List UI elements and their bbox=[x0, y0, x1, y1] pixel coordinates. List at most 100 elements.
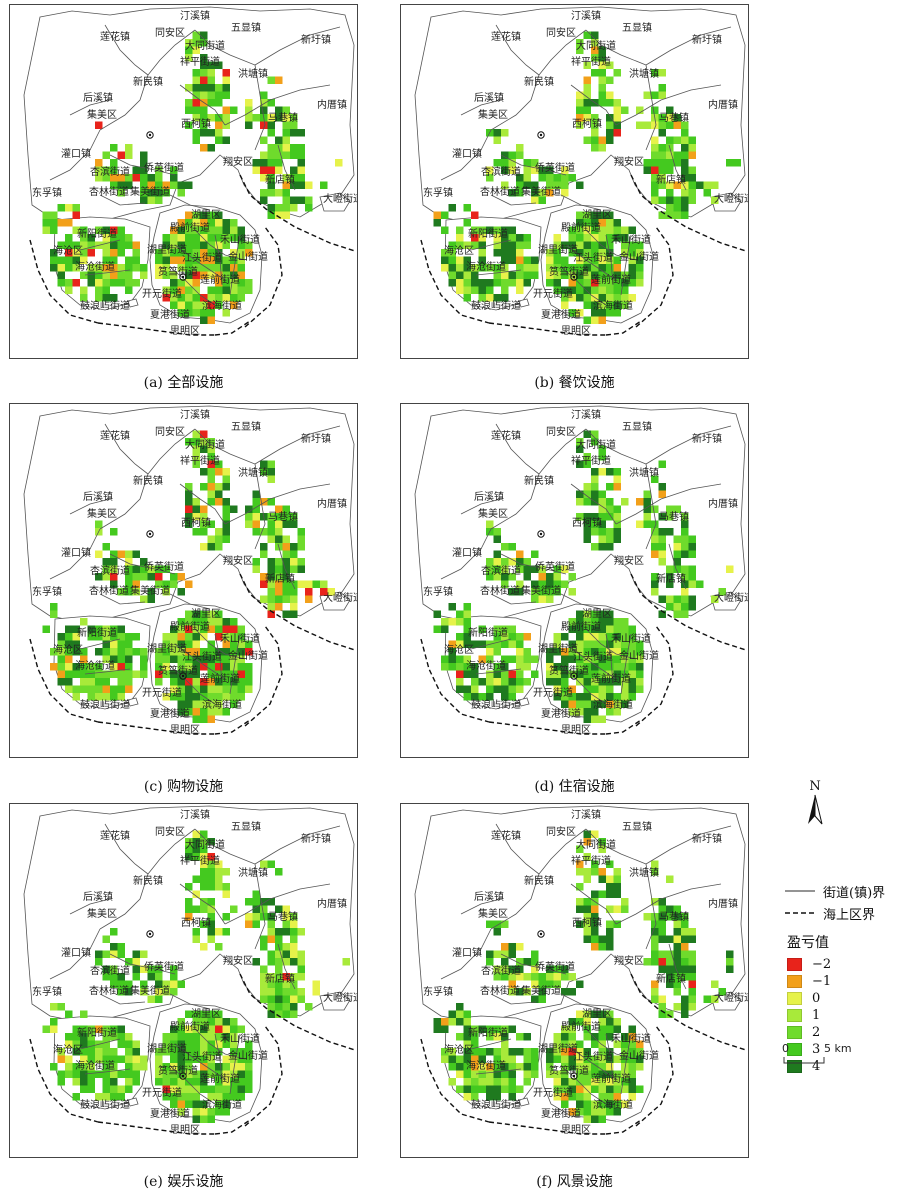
grid-cell bbox=[561, 973, 569, 981]
grid-cell bbox=[508, 1055, 516, 1063]
street-boundary-line bbox=[104, 823, 149, 875]
place-label: 内厝镇 bbox=[708, 897, 738, 910]
grid-cell bbox=[215, 868, 223, 876]
grid-cell bbox=[222, 468, 230, 476]
street-boundary-line bbox=[174, 1043, 226, 1080]
grid-cell bbox=[290, 603, 298, 611]
street-boundary-line bbox=[470, 239, 512, 251]
grid-cell bbox=[230, 1018, 238, 1026]
land-gulangyu bbox=[518, 697, 530, 707]
grid-cell bbox=[177, 655, 185, 663]
grid-cell bbox=[237, 678, 245, 686]
grid-cell bbox=[643, 913, 651, 921]
grid-cell bbox=[80, 1070, 88, 1078]
grid-cell bbox=[598, 1018, 606, 1026]
grid-cell bbox=[252, 166, 260, 174]
grid-cell bbox=[681, 935, 689, 943]
grid-cell bbox=[275, 1010, 283, 1018]
grid-cell bbox=[65, 1033, 73, 1041]
grid-cell bbox=[192, 513, 200, 521]
place-label: 夏港街道 bbox=[150, 707, 190, 720]
grid-cell bbox=[583, 286, 591, 294]
grid-cell bbox=[110, 1070, 118, 1078]
grid-cell bbox=[297, 543, 305, 551]
grid-cell bbox=[230, 106, 238, 114]
grid-cell bbox=[192, 430, 200, 438]
grid-cell bbox=[658, 129, 666, 137]
grid-cell bbox=[57, 663, 65, 671]
grid-cell bbox=[441, 625, 449, 633]
grid-cell bbox=[673, 610, 681, 618]
grid-cell bbox=[200, 69, 208, 77]
grid-cell bbox=[320, 181, 328, 189]
grid-cell bbox=[267, 935, 275, 943]
grid-cell bbox=[508, 1025, 516, 1033]
grid-cell bbox=[177, 294, 185, 302]
grid-cell bbox=[132, 965, 140, 973]
grid-cell bbox=[57, 633, 65, 641]
grid-cell bbox=[658, 151, 666, 159]
grid-cell bbox=[245, 678, 253, 686]
grid-cell bbox=[260, 528, 268, 536]
grid-cell bbox=[591, 234, 599, 242]
grid-cell bbox=[538, 196, 546, 204]
grid-cell bbox=[463, 618, 471, 626]
grid-cell bbox=[636, 648, 644, 656]
grid-cell bbox=[72, 1033, 80, 1041]
grid-cell bbox=[117, 980, 125, 988]
grid-cell bbox=[501, 241, 509, 249]
grid-cell bbox=[267, 520, 275, 528]
place-label: 筼筜街道 bbox=[549, 664, 589, 677]
grid-cell bbox=[185, 1093, 193, 1101]
grid-cell bbox=[628, 1085, 636, 1093]
grid-cell bbox=[666, 965, 674, 973]
grid-cell bbox=[177, 588, 185, 596]
grid-cell bbox=[207, 1010, 215, 1018]
grid-cell bbox=[87, 685, 95, 693]
grid-cell bbox=[576, 663, 584, 671]
district-center-dot bbox=[539, 932, 543, 936]
grid-cell bbox=[275, 603, 283, 611]
grid-cell bbox=[486, 958, 494, 966]
grid-cell bbox=[290, 580, 298, 588]
grid-cell bbox=[185, 1100, 193, 1108]
grid-cell bbox=[561, 241, 569, 249]
grid-cell bbox=[568, 1025, 576, 1033]
grid-cell bbox=[448, 655, 456, 663]
grid-cell bbox=[516, 174, 524, 182]
grid-cell bbox=[508, 633, 516, 641]
grid-cell bbox=[200, 860, 208, 868]
grid-cell bbox=[252, 958, 260, 966]
legend-swatch bbox=[787, 1026, 802, 1039]
grid-cell bbox=[132, 1040, 140, 1048]
grid-cell bbox=[170, 1040, 178, 1048]
grid-cell bbox=[448, 663, 456, 671]
grid-cell bbox=[200, 663, 208, 671]
grid-cell bbox=[598, 935, 606, 943]
grid-cell bbox=[486, 1025, 494, 1033]
grid-cell bbox=[486, 920, 494, 928]
grid-cell bbox=[147, 973, 155, 981]
grid-cell bbox=[568, 693, 576, 701]
place-label: 殿前街道 bbox=[170, 221, 210, 234]
grid-cell bbox=[185, 264, 193, 272]
grid-cell bbox=[95, 693, 103, 701]
grid-cell bbox=[87, 1040, 95, 1048]
grid-cell bbox=[531, 580, 539, 588]
grid-cell bbox=[245, 505, 253, 513]
grid-cell bbox=[222, 883, 230, 891]
grid-cell bbox=[501, 580, 509, 588]
grid-cell bbox=[222, 1100, 230, 1108]
grid-cell bbox=[200, 678, 208, 686]
grid-cell bbox=[448, 1018, 456, 1026]
grid-cell bbox=[42, 219, 50, 227]
grid-cell bbox=[50, 1025, 58, 1033]
grid-cell bbox=[583, 898, 591, 906]
grid-cell bbox=[478, 294, 486, 302]
grid-cell bbox=[598, 513, 606, 521]
grid-cell bbox=[297, 558, 305, 566]
grid-cell bbox=[568, 241, 576, 249]
grid-cell bbox=[117, 625, 125, 633]
grid-cell bbox=[463, 663, 471, 671]
grid-cell bbox=[200, 543, 208, 551]
